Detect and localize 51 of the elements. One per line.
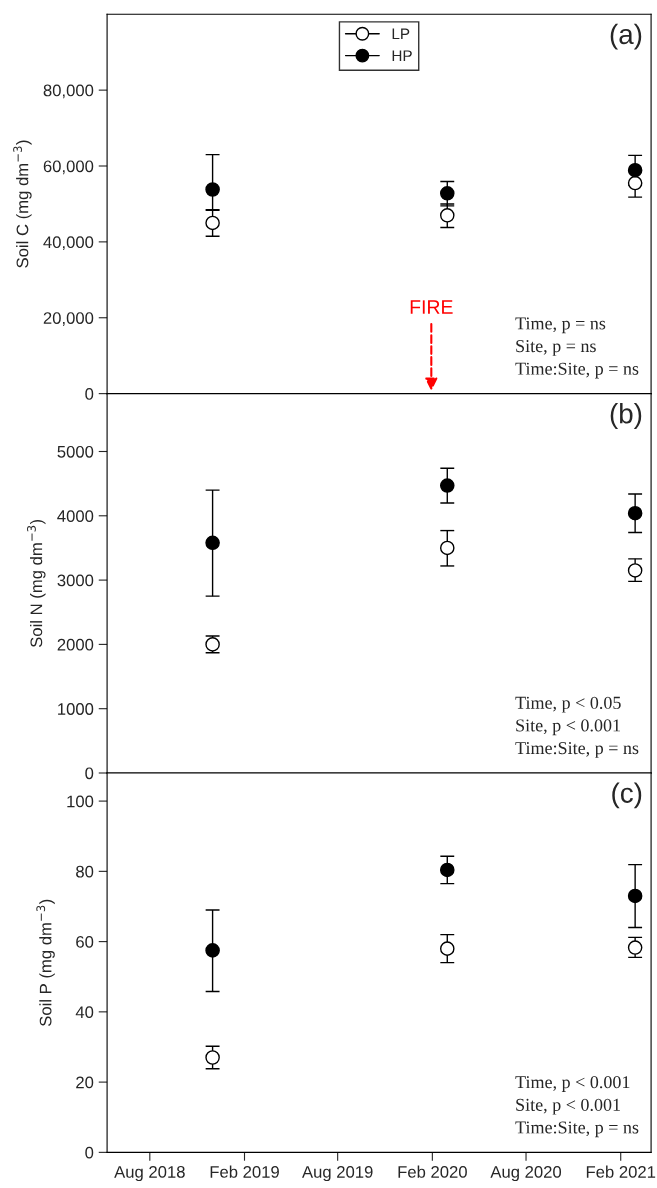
point (205, 1050, 220, 1065)
y-tick-label: 40,000 (43, 236, 94, 251)
point (439, 540, 455, 556)
legend-label: HP (392, 50, 412, 61)
point (627, 888, 643, 904)
point (205, 215, 220, 231)
point (627, 505, 643, 521)
point (205, 535, 220, 551)
x-tick-label: Aug 2018 (114, 1165, 185, 1182)
y-tick-label: 5000 (57, 445, 94, 458)
y-tick-label: 80 (76, 865, 94, 878)
x-tick-label: Feb 2019 (210, 1165, 279, 1178)
x-tick-label: Aug 2020 (490, 1165, 562, 1182)
y-tick-label: 80,000 (43, 84, 94, 99)
annotation: (b) (610, 403, 642, 429)
point (439, 478, 455, 493)
y-tick-label: 2000 (57, 638, 94, 651)
y-axis-title: Soil N (mg dm$^{−3}$) (27, 519, 46, 648)
point (439, 941, 455, 956)
y-tick-label: 4000 (57, 510, 94, 522)
annotation: FIRE (410, 300, 453, 314)
point (439, 186, 455, 201)
y-tick-label: 0 (85, 388, 94, 400)
y-tick-label: 60 (76, 936, 94, 948)
y-tick-label: 100 (67, 795, 94, 808)
annotation: (a) (610, 23, 642, 50)
y-tick-label: 40 (75, 1006, 94, 1019)
annotation: Time, p = ns Site, p = ns Time:Site, p = ns (515, 317, 639, 379)
y-tick-label: 0 (85, 767, 94, 780)
x-tick-label: Feb 2021 (586, 1165, 656, 1178)
legend-label: LP (392, 28, 410, 40)
x-tick-label: Feb 2020 (398, 1165, 467, 1178)
y-tick-label: 0 (85, 1146, 94, 1159)
point (439, 862, 455, 878)
y-tick-label: 1000 (58, 703, 94, 715)
annotation: Time, p < 0.001 Site, p < 0.001 Time:Site, p = ns (515, 1076, 639, 1138)
y-tick-label: 20 (76, 1076, 94, 1089)
point (627, 162, 643, 178)
point (627, 175, 643, 191)
point (205, 182, 220, 197)
x-tick-label: Aug 2019 (302, 1165, 373, 1182)
annotation: (c) (612, 782, 642, 809)
y-tick-label: 20,000 (43, 312, 94, 326)
y-axis-title: Soil C (mg dm$^{−3}$) (13, 140, 32, 268)
y-axis-title: Soil P (mg dm$^{−3}$) (36, 899, 55, 1026)
point (627, 563, 643, 578)
y-tick-label: 3000 (57, 574, 94, 587)
annotation: Time, p < 0.05 Site, p < 0.001 Time:Site, p = ns (515, 696, 639, 758)
y-tick-label: 60,000 (43, 160, 94, 175)
point (627, 940, 643, 955)
point (205, 943, 220, 958)
